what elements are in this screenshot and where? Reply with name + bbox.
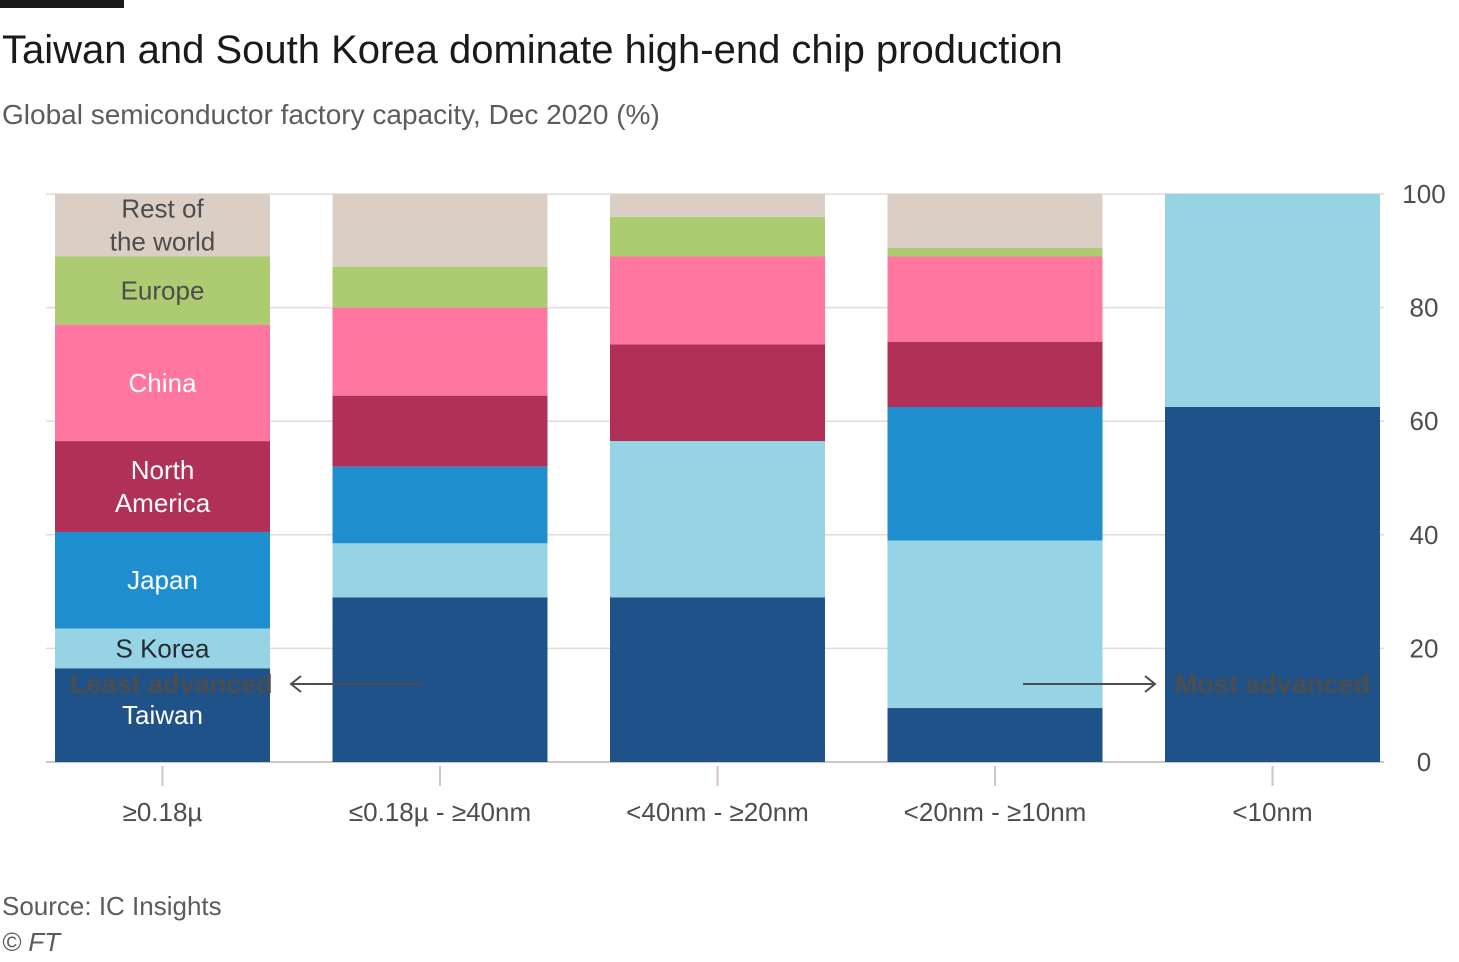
chart-title: Taiwan and South Korea dominate high-end…	[2, 28, 1063, 72]
series-label-china: China	[129, 368, 197, 398]
series-labels: Taiwan S Korea Japan North America China Europ…	[110, 194, 216, 730]
left-arrow-head	[289, 675, 302, 693]
bar-europe-1	[332, 266, 548, 308]
copyright-note: © FT	[2, 927, 61, 957]
bar-taiwan-4	[1165, 407, 1380, 762]
x-tick-label-0: ≥0.18µ	[123, 797, 203, 827]
bar-s-korea-3	[887, 540, 1103, 709]
bar-north-america-1	[332, 395, 548, 467]
x-tick-label-4: <10nm	[1232, 797, 1312, 827]
most-advanced-label: Most advanced	[1175, 669, 1370, 699]
series-label-japan: Japan	[127, 565, 198, 595]
bar-rest-of-the-world-2	[610, 194, 825, 217]
bar-rest-of-the-world-0	[55, 194, 270, 257]
bar-s-korea-0	[55, 628, 270, 669]
bar-s-korea-1	[332, 543, 548, 598]
bar-europe-2	[610, 216, 825, 257]
y-tick-label-0: 0	[1417, 747, 1431, 777]
x-axis: ≥0.18µ ≤0.18µ - ≥40nm <40nm - ≥20nm <20nm -…	[123, 766, 1313, 827]
stacked-bar-chart: 0 20 40 60 80 100 ≥0.18µ ≤0.18µ - ≥40nm <40nm -…	[46, 179, 1446, 827]
bar-china-2	[610, 256, 825, 345]
bar-japan-0	[55, 531, 270, 629]
bar-china-0	[55, 324, 270, 442]
bar-s-korea-2	[610, 441, 825, 598]
bar-north-america-2	[610, 344, 825, 442]
bar-taiwan-3	[887, 708, 1103, 762]
bar-s-korea-4	[1165, 194, 1380, 407]
bar-taiwan-0	[55, 668, 270, 762]
x-tick-label-2: <40nm - ≥20nm	[626, 797, 809, 827]
bar-china-1	[332, 307, 548, 396]
series-label-s-korea: S Korea	[116, 633, 210, 663]
series-label-rest-of-the-world: Rest of the world	[110, 194, 216, 257]
x-tick-label-3: <20nm - ≥10nm	[904, 797, 1087, 827]
bar-europe-0	[55, 256, 270, 325]
y-tick-label-40: 40	[1410, 520, 1439, 550]
least-advanced-label: Least advanced	[70, 669, 273, 699]
source-note: Source: IC Insights	[2, 891, 222, 921]
bar-europe-3	[887, 247, 1103, 257]
series-label-taiwan: Taiwan	[122, 700, 203, 730]
advancement-annotations: Least advanced Most advanced	[70, 669, 1370, 699]
series-label-north-america: North America	[115, 455, 211, 518]
y-tick-label-60: 60	[1410, 406, 1439, 436]
bar-japan-3	[887, 407, 1103, 541]
bar-china-3	[887, 256, 1103, 342]
series-label-europe: Europe	[121, 276, 205, 306]
right-arrow-head	[1144, 675, 1157, 693]
bar-north-america-3	[887, 341, 1103, 407]
x-tick-label-1: ≤0.18µ - ≥40nm	[349, 797, 531, 827]
bar-taiwan-1	[332, 597, 548, 762]
bar-taiwan-2	[610, 597, 825, 762]
bar-rest-of-the-world-1	[332, 194, 548, 267]
bar-north-america-0	[55, 441, 270, 532]
bar-rest-of-the-world-3	[887, 194, 1103, 248]
y-tick-label-80: 80	[1410, 293, 1439, 323]
chart-subtitle: Global semiconductor factory capacity, D…	[2, 99, 660, 130]
title-accent-bar	[0, 0, 124, 8]
y-tick-label-100: 100	[1402, 179, 1445, 209]
bar-japan-1	[332, 466, 548, 544]
bars	[55, 194, 1380, 762]
y-tick-label-20: 20	[1410, 633, 1439, 663]
y-axis: 0 20 40 60 80 100	[1402, 179, 1445, 777]
